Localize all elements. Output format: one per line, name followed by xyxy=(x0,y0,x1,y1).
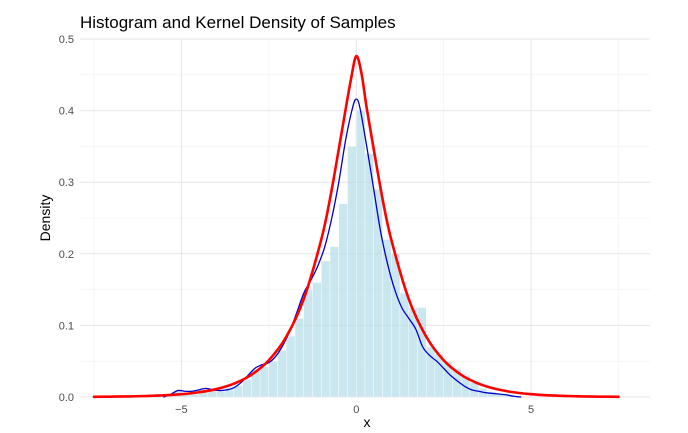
histogram-bar-18 xyxy=(321,260,331,398)
histogram-bar-30 xyxy=(425,346,436,398)
y-tick-label-0: 0.0 xyxy=(59,392,74,404)
histogram-bar-22 xyxy=(356,110,366,398)
y-axis-tick-labels: 0.0 0.1 0.2 0.3 0.4 0.5 xyxy=(59,34,74,404)
y-tick-label-4: 0.4 xyxy=(59,106,74,118)
histogram-bar-21 xyxy=(347,146,357,398)
y-tick-label-3: 0.3 xyxy=(59,177,74,189)
histogram-bar-26 xyxy=(391,253,401,398)
histogram-bar-20 xyxy=(338,203,348,398)
y-axis-title: Density xyxy=(37,195,53,242)
histogram-bar-13 xyxy=(277,350,287,398)
histogram-bar-17 xyxy=(312,282,322,398)
x-axis-tick-labels: −5 0 5 xyxy=(175,404,534,416)
y-tick-label-5: 0.5 xyxy=(59,34,74,46)
histogram-bar-12 xyxy=(268,361,278,398)
histogram-bar-11 xyxy=(259,366,270,398)
y-tick-label-1: 0.1 xyxy=(59,320,74,332)
histogram-bar-16 xyxy=(303,289,313,398)
histogram-bar-14 xyxy=(286,335,296,398)
fitted-density-line xyxy=(92,54,620,399)
x-tick-label-2: 5 xyxy=(528,404,534,416)
histogram-bar-23 xyxy=(364,153,374,398)
chart-title: Histogram and Kernel Density of Samples xyxy=(80,13,396,32)
histogram-bars xyxy=(163,110,523,398)
x-axis-title: x xyxy=(364,414,371,430)
kernel-density-line xyxy=(163,98,522,398)
histogram-bar-27 xyxy=(399,292,409,398)
histogram-bar-3 xyxy=(189,393,200,398)
histogram-bar-15 xyxy=(294,318,305,398)
x-tick-label-0: −5 xyxy=(175,404,188,416)
density-lines xyxy=(92,54,620,399)
x-tick-label-1: 0 xyxy=(353,404,359,416)
y-tick-label-2: 0.2 xyxy=(59,249,74,261)
histogram-bar-19 xyxy=(329,246,339,398)
histogram-bar-6 xyxy=(216,391,226,398)
histogram-bar-9 xyxy=(242,378,252,398)
